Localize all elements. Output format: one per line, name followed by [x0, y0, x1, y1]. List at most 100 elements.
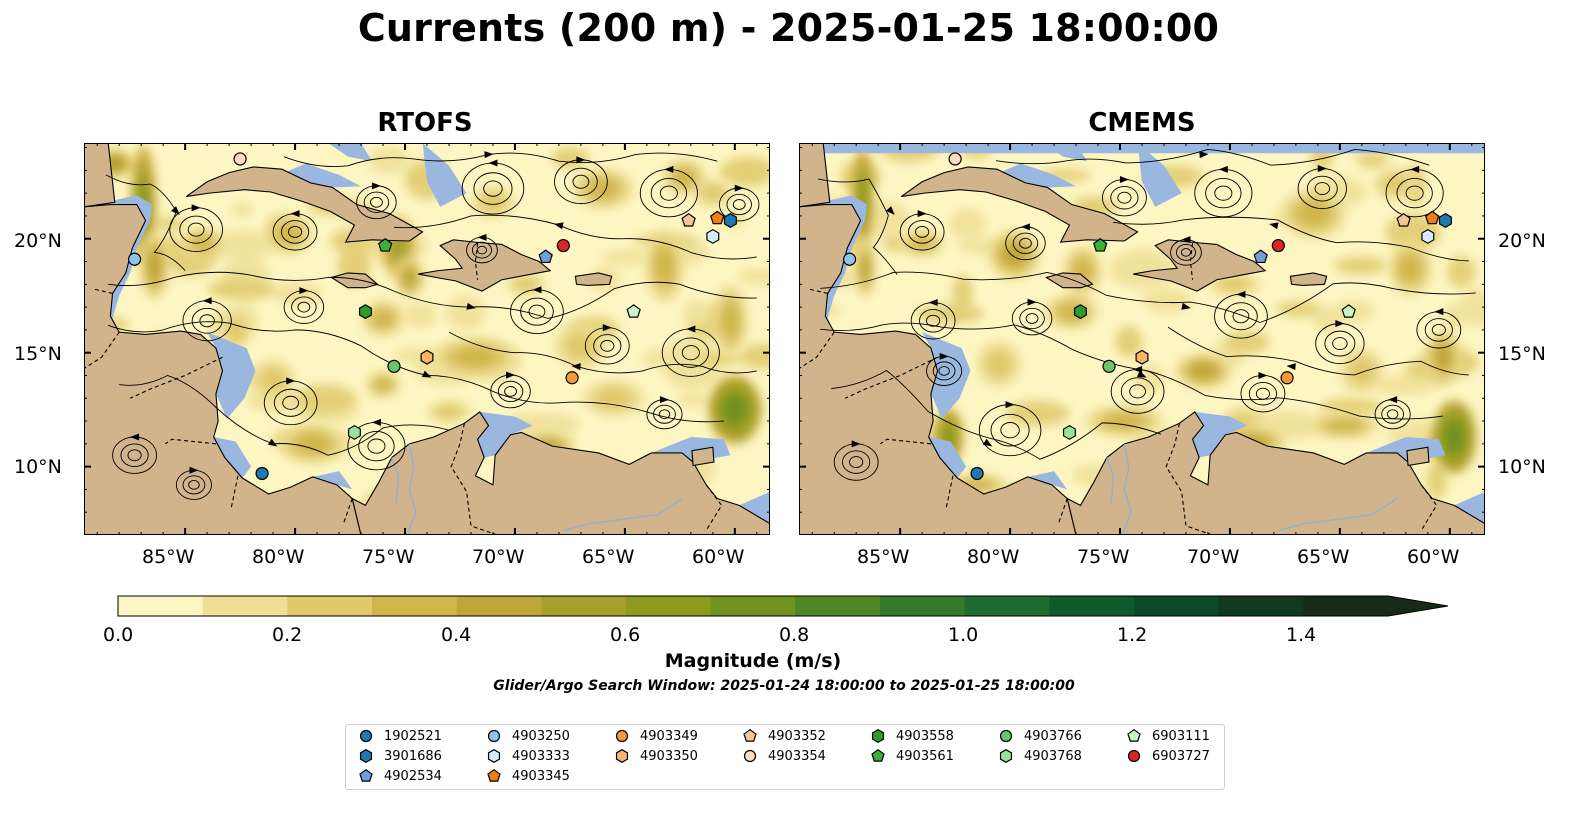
country-border: [1057, 498, 1068, 524]
legend-swatch-4903352: [743, 728, 757, 742]
float-marker-4902534: [1253, 249, 1268, 264]
float-marker-4903345: [1425, 210, 1440, 225]
legend-item-4902534: 4902534: [358, 768, 442, 784]
flow-arrow: [1027, 298, 1037, 306]
flow-arrow: [1199, 151, 1209, 159]
colorbar-segment: [1049, 596, 1135, 616]
flow-arrow: [1317, 165, 1327, 173]
legend-marker-hexagon-icon: [359, 749, 373, 763]
legend-item-6903111: 6903111: [1126, 728, 1210, 744]
lon-label-rtofs-85w: 85°W: [142, 546, 195, 568]
legend-swatch-6903111: [1127, 728, 1141, 742]
flow-arrow: [659, 396, 669, 404]
legend-marker-circle-icon: [1127, 749, 1141, 763]
float-marker-4903352: [681, 212, 696, 227]
colorbar-tick-0.8: 0.8: [779, 624, 810, 646]
legend-marker-pentagon-icon: [871, 748, 885, 762]
river: [1106, 457, 1115, 504]
lat-label-left-15: 15°N: [14, 343, 62, 365]
float-marker-4903561: [1093, 238, 1108, 252]
colorbar-segment: [541, 596, 627, 616]
shallow-water-area: [1137, 143, 1182, 207]
legend-label: 4903345: [512, 768, 570, 784]
legend-label: 4902534: [384, 768, 442, 784]
legend-swatch-4903333: [487, 749, 501, 763]
country-border: [807, 288, 828, 294]
flow-arrow: [571, 363, 581, 371]
colorbar: [117, 595, 1449, 617]
streamlines: [817, 148, 1476, 481]
shallow-water-area: [922, 332, 971, 419]
legend-label: 4903561: [896, 748, 954, 764]
map-panel-cmems: [799, 143, 1485, 535]
flow-arrow: [286, 377, 296, 385]
float-marker-4903250: [842, 252, 857, 266]
float-marker-6903727: [556, 238, 570, 253]
legend-swatch-4902534: [359, 768, 373, 782]
lon-label-rtofs-80w: 80°W: [252, 546, 305, 568]
river: [406, 443, 417, 535]
country-border: [880, 438, 931, 445]
country-border: [1189, 243, 1194, 280]
colorbar-tick-0.4: 0.4: [441, 624, 472, 646]
legend-swatch-4903561: [871, 748, 885, 762]
float-marker-4903250: [127, 252, 142, 266]
flow-arrow: [664, 165, 674, 173]
legend-marker-circle-icon: [359, 729, 373, 743]
land-yucatan: [799, 143, 831, 208]
legend-label: 4903350: [640, 748, 698, 764]
float-marker-4903354: [948, 152, 962, 166]
legend-label: 4903354: [768, 748, 826, 764]
country-border: [230, 475, 239, 508]
flow-arrow: [477, 233, 487, 241]
float-marker-6903111: [626, 304, 641, 318]
river: [563, 497, 683, 532]
colorbar-title: Magnitude (m/s): [664, 650, 842, 672]
shallow-water-area: [328, 143, 373, 162]
axis-ticks: [799, 143, 1485, 535]
flow-arrow: [1005, 401, 1015, 409]
flow-arrow: [917, 210, 927, 218]
colorbar-segment: [456, 596, 542, 616]
colorbar-tick-0.0: 0.0: [103, 624, 134, 646]
legend-label: 4903768: [1024, 748, 1082, 764]
flow-arrow: [1410, 165, 1420, 173]
legend-label: 6903111: [1152, 728, 1210, 744]
flow-arrow: [939, 352, 949, 360]
legend-swatch-4903345: [487, 768, 501, 782]
float-marker-4903766: [1102, 359, 1116, 373]
legend-label: 1902521: [384, 728, 442, 744]
colorbar-segment: [372, 596, 458, 616]
float-marker-4903768: [347, 424, 361, 440]
flow-arrow: [1258, 371, 1268, 379]
legend-swatch-4903768: [999, 749, 1013, 763]
colorbar-segment: [287, 596, 373, 616]
flow-arrow: [466, 302, 476, 310]
shallow-water-area: [477, 411, 533, 458]
lat-label-right-15: 15°N: [1498, 343, 1546, 365]
lon-label-cmems-85w: 85°W: [857, 546, 910, 568]
float-marker-4903558: [1073, 304, 1087, 320]
flow-arrow: [371, 182, 381, 190]
country-border: [165, 438, 216, 445]
land-hispaniola: [418, 239, 552, 292]
legend-item-4903561: 4903561: [870, 748, 954, 764]
flow-arrow: [532, 286, 542, 294]
colorbar-segment: [964, 596, 1050, 616]
legend-item-4903352: 4903352: [742, 728, 826, 744]
legend-label: 4903333: [512, 748, 570, 764]
streamlines: [105, 151, 760, 500]
colorbar-segment: [626, 596, 712, 616]
float-marker-3901686: [723, 212, 737, 228]
float-marker-4903349: [1280, 371, 1294, 385]
land-yucatan: [84, 143, 116, 208]
legend-swatch-4903558: [871, 729, 885, 743]
legend-marker-circle-icon: [615, 729, 629, 743]
colorbar-tick-1.4: 1.4: [1286, 624, 1317, 646]
legend-item-1902521: 1902521: [358, 728, 442, 744]
country-border: [342, 498, 353, 524]
lat-label-right-10: 10°N: [1498, 456, 1546, 478]
legend-marker-hexagon-icon: [615, 749, 629, 763]
flow-arrow: [171, 206, 180, 215]
country-border: [474, 243, 479, 280]
